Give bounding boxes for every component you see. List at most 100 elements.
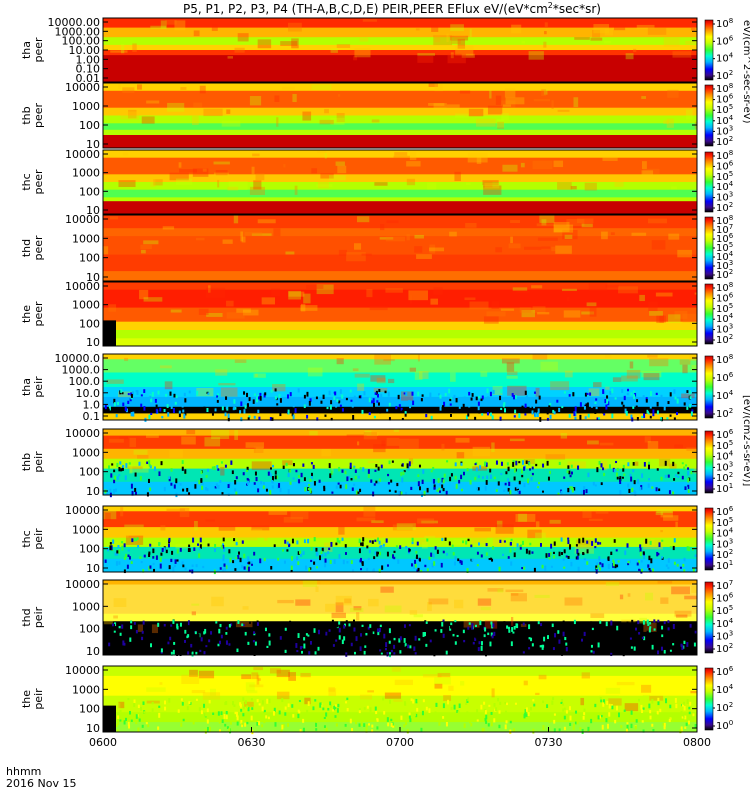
spectrogram-noise (363, 650, 366, 655)
spectrogram-noise (246, 404, 249, 407)
spectrogram-noise (330, 470, 333, 476)
spectrogram-noise (218, 640, 221, 645)
spectrogram-noise (493, 476, 496, 480)
spectrogram-noise (613, 469, 616, 473)
spectrogram-texture (465, 182, 471, 186)
spectrogram-noise (338, 635, 341, 640)
spectrogram-noise (463, 639, 466, 643)
spectrogram-texture (492, 386, 503, 395)
spectrogram-texture (256, 674, 260, 685)
spectrogram-noise (489, 468, 492, 473)
spectrogram-noise (499, 701, 502, 705)
spectrogram-noise (131, 490, 134, 496)
spectrogram-noise (129, 398, 132, 402)
spectrogram-texture (497, 588, 504, 593)
spectrogram-noise (641, 415, 644, 419)
spectrogram-noise (362, 467, 365, 472)
spectrogram-noise (295, 717, 298, 722)
spectrogram-band (103, 580, 697, 585)
spectrogram-noise (315, 547, 318, 552)
spectrogram-noise (611, 413, 614, 419)
spectrogram-band (103, 107, 697, 116)
spectrogram-noise (206, 719, 209, 724)
spectrogram-noise (503, 540, 506, 543)
spectrogram-noise (191, 403, 194, 406)
spectrogram-noise (525, 707, 528, 712)
spectrogram-texture (431, 25, 439, 32)
spectrogram-noise (212, 712, 215, 715)
spectrogram-texture (104, 620, 113, 625)
spectrogram-noise (674, 697, 677, 703)
spectrogram-texture (504, 88, 516, 98)
spectrogram-noise (122, 465, 125, 468)
spectrogram-noise (253, 415, 256, 419)
spectrogram-texture (447, 53, 466, 64)
spectrogram-noise (583, 631, 586, 637)
spectrogram-noise (425, 706, 428, 711)
spectrogram-noise (649, 391, 652, 397)
spectrogram-noise (388, 489, 391, 492)
spectrogram-noise (239, 557, 242, 563)
y-tick-label: 10000 (65, 280, 100, 293)
spectrogram-noise (291, 644, 294, 650)
y-axis-label: thdpeir (20, 606, 45, 628)
spectrogram-texture (242, 309, 259, 316)
spectrogram-texture (543, 88, 548, 95)
spectrogram-noise (378, 568, 381, 573)
spectrogram-noise (486, 411, 489, 416)
spectrogram-noise (570, 486, 573, 491)
spectrogram-noise (186, 706, 189, 711)
spectrogram-noise (279, 636, 282, 640)
spectrogram-band (103, 396, 697, 408)
spectrogram-noise (582, 489, 585, 495)
spectrogram-texture (199, 85, 206, 94)
spectrogram-noise (387, 722, 390, 727)
spectrogram-noise (422, 396, 425, 399)
spectrogram-noise (146, 492, 149, 497)
panel-frame (102, 281, 698, 347)
spectrogram-texture (428, 83, 438, 88)
spectrogram-noise (546, 635, 549, 640)
spectrogram-noise (690, 470, 693, 475)
spectrogram-noise (222, 554, 225, 559)
spectrogram-noise (480, 641, 483, 646)
spectrogram-texture (686, 447, 697, 451)
spectrogram-band (103, 182, 697, 191)
spectrogram-noise (357, 475, 360, 479)
spectrogram-noise (600, 482, 603, 486)
spectrogram-noise (246, 392, 249, 398)
spectrogram-noise (470, 402, 473, 406)
spectrogram-noise (129, 637, 132, 642)
spectrogram-texture (421, 520, 438, 524)
spectrogram-texture (181, 674, 200, 684)
spectrogram-noise (240, 708, 243, 712)
spectrogram-noise (207, 726, 210, 732)
spectrogram-noise (413, 713, 416, 717)
spectrogram-noise (292, 463, 295, 467)
spectrogram-noise (346, 476, 349, 482)
spectrogram-texture (495, 524, 514, 534)
spectrogram-noise (143, 406, 146, 411)
y-tick-label: 10.00 (69, 44, 101, 57)
spectrogram-noise (423, 633, 426, 637)
spectrogram-noise (335, 639, 338, 642)
spectrogram-texture (506, 362, 515, 372)
spectrogram-noise (179, 547, 182, 552)
spectrogram-texture (227, 186, 239, 191)
spectrogram-texture (663, 515, 679, 521)
spectrogram-noise (460, 488, 463, 492)
spectrogram-noise (298, 710, 301, 714)
spectrogram-noise (665, 698, 668, 704)
spectrogram-noise (252, 640, 255, 643)
spectrogram-noise (576, 548, 579, 554)
spectrogram-noise (548, 553, 551, 557)
spectrogram-noise (653, 628, 656, 631)
spectrogram-noise (383, 711, 386, 715)
spectrogram-noise (457, 558, 460, 562)
spectrogram-band (103, 359, 697, 373)
spectrogram-noise (375, 710, 378, 715)
spectrogram-noise (662, 722, 665, 726)
spectrogram-noise (414, 635, 417, 641)
spectrogram-noise (281, 697, 284, 703)
